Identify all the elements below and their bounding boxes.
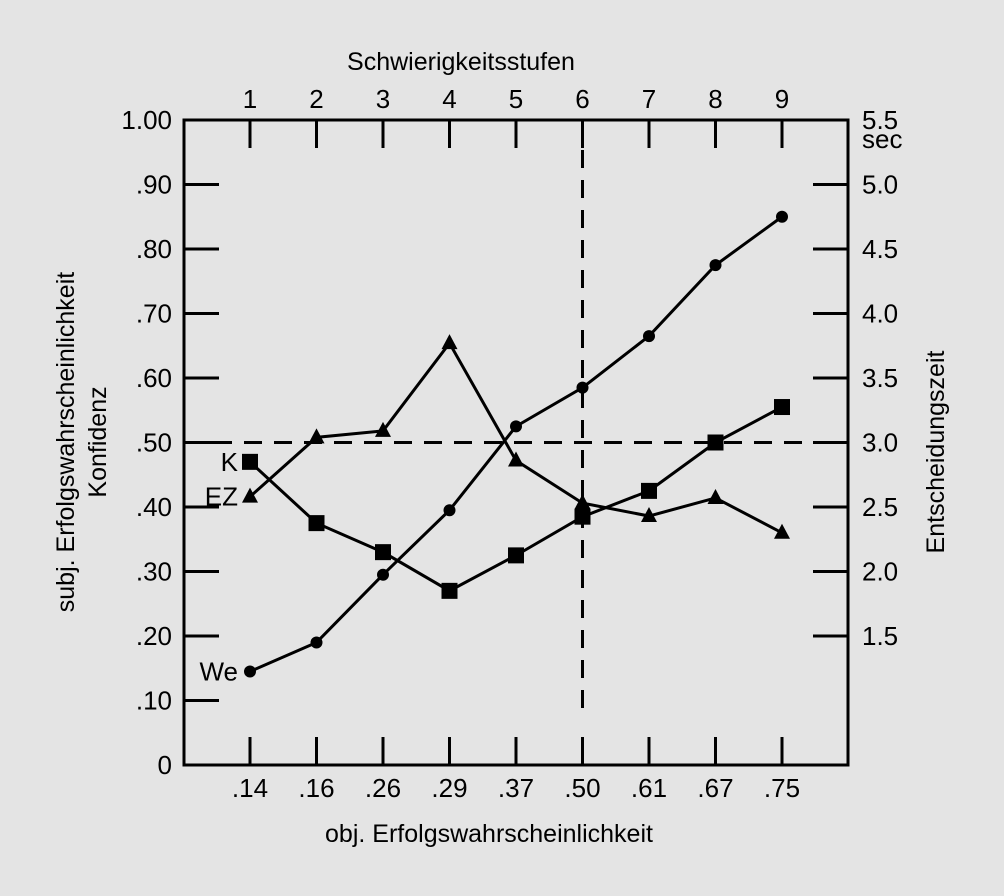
top-axis-title: Schwierigkeitsstufen [347, 48, 575, 76]
chart-marks: 0 .10 .20 .30 .40 .50 .60 .70 .80 .90 1.00 1.5 2.0 2.… [121, 84, 898, 803]
series-line-We [249, 215, 783, 673]
bottom-tick-label: .67 [697, 773, 733, 803]
point-K [774, 399, 790, 416]
right-axis-unit: sec [862, 124, 902, 154]
left-tick-label: .90 [136, 170, 172, 200]
point-EZ [641, 507, 657, 523]
top-tick-label: 4 [442, 84, 456, 114]
series-label-We: We [199, 656, 238, 686]
point-EZ [308, 428, 325, 444]
point-K [375, 544, 391, 561]
series-line-EZ [249, 340, 783, 535]
right-tick-label: 2.5 [862, 492, 898, 522]
point-We [244, 665, 256, 678]
series-label-K: K [221, 447, 239, 477]
point-K [707, 434, 724, 451]
right-tick-label: 4.5 [862, 234, 898, 264]
y-axis-title-left-line2: Konfidenz [84, 386, 112, 497]
bottom-tick-label: .29 [431, 773, 467, 803]
right-tick-label: 5.0 [862, 170, 898, 200]
right-tick-label: 3.0 [862, 428, 898, 458]
left-tick-label: .60 [136, 363, 172, 393]
point-K [574, 508, 591, 525]
left-tick-label: .50 [136, 428, 172, 458]
left-tick-label: 0 [158, 750, 172, 780]
right-tick-label: 3.5 [862, 363, 898, 393]
series-label-EZ: EZ [205, 482, 238, 512]
x-axis-title: obj. Erfolgswahrscheinlichkeit [325, 820, 653, 848]
bottom-tick-label: .14 [232, 773, 268, 803]
point-EZ [242, 487, 258, 503]
point-EZ [774, 523, 790, 539]
top-tick-label: 7 [642, 84, 656, 114]
left-tick-label: .10 [136, 686, 172, 716]
point-K [508, 547, 524, 564]
point-We [377, 568, 389, 581]
y-axis-title-right: Entscheidungszeit [922, 350, 950, 553]
point-We [310, 636, 323, 649]
point-K [641, 482, 657, 499]
left-tick-label: .30 [136, 557, 172, 587]
point-EZ [441, 334, 458, 350]
right-tick-label: 5.5 [862, 105, 898, 135]
bottom-tick-label: .26 [365, 773, 401, 803]
point-K [441, 582, 458, 599]
right-tick-label: 2.0 [862, 557, 898, 587]
top-tick-label: 6 [575, 84, 589, 114]
y-axis-title-left-line1: subj. Erfolgswahrscheinlichkeit [52, 272, 80, 612]
point-We [776, 210, 788, 223]
left-tick-label: 1.00 [121, 105, 172, 135]
bottom-tick-label: .75 [764, 773, 800, 803]
top-tick-label: 9 [775, 84, 789, 114]
left-tick-label: .40 [136, 492, 172, 522]
point-K [242, 453, 258, 470]
bottom-tick-label: .61 [631, 773, 667, 803]
right-tick-label: 4.0 [862, 299, 898, 329]
point-EZ [375, 421, 391, 437]
point-EZ [707, 488, 724, 504]
right-tick-label: 1.5 [862, 621, 898, 651]
point-We [709, 259, 722, 272]
bottom-tick-label: .37 [498, 773, 534, 803]
left-tick-label: .20 [136, 621, 172, 651]
bottom-tick-label: .50 [564, 773, 600, 803]
point-We [510, 420, 522, 433]
top-tick-label: 3 [376, 84, 390, 114]
top-tick-label: 1 [243, 84, 257, 114]
point-We [643, 330, 655, 343]
point-EZ [574, 494, 591, 510]
point-We [443, 504, 456, 517]
top-tick-label: 2 [309, 84, 323, 114]
top-tick-label: 5 [509, 84, 523, 114]
left-tick-label: .80 [136, 234, 172, 264]
left-tick-label: .70 [136, 299, 172, 329]
top-tick-label: 8 [708, 84, 722, 114]
point-We [576, 381, 589, 394]
point-EZ [508, 451, 524, 467]
point-K [308, 515, 325, 532]
bottom-tick-label: .16 [298, 773, 334, 803]
